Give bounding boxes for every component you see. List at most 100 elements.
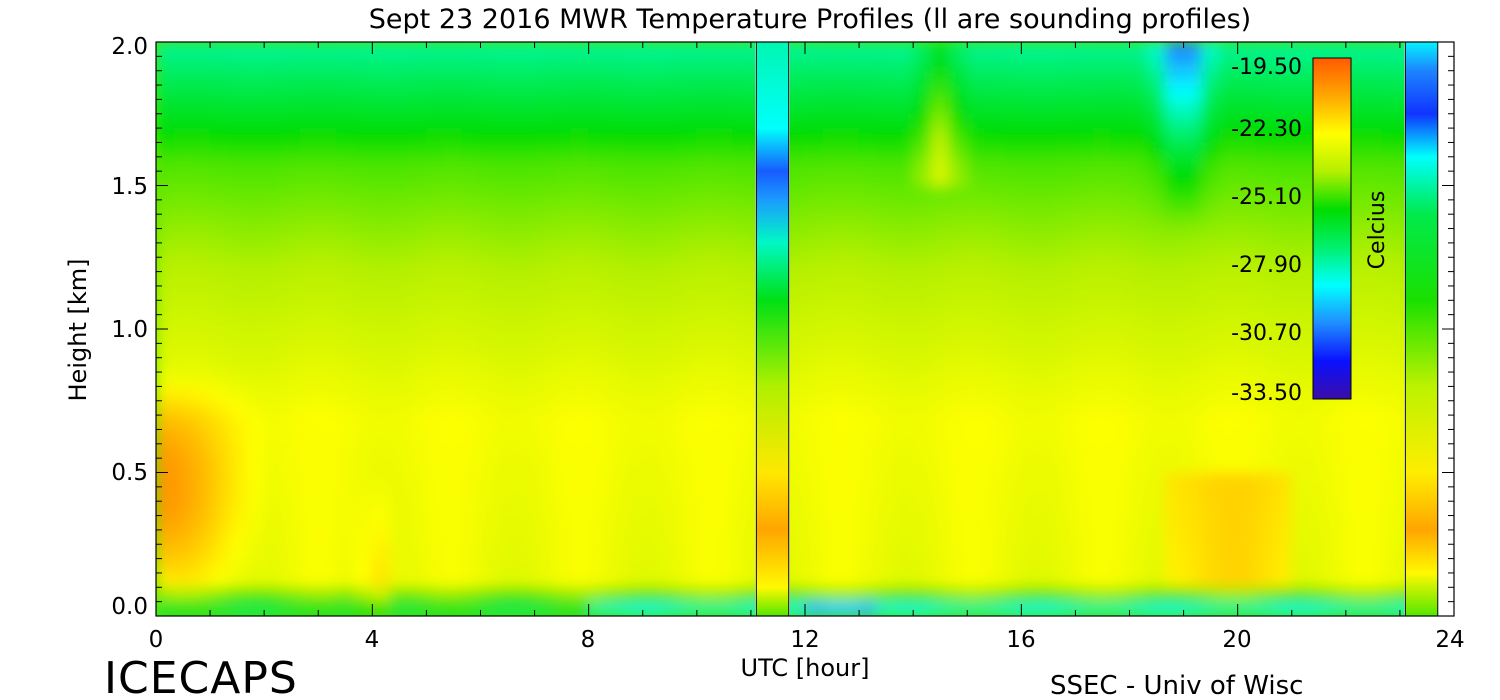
field-cell <box>1110 385 1130 402</box>
field-cell <box>1165 228 1185 244</box>
field-cell <box>894 400 914 416</box>
field-cell <box>498 213 518 230</box>
field-cell <box>516 299 536 316</box>
field-cell <box>858 472 878 488</box>
field-cell <box>1092 586 1112 603</box>
field-cell <box>191 242 211 258</box>
field-cell <box>1092 385 1112 402</box>
field-cell <box>209 185 229 201</box>
field-cell <box>552 256 572 273</box>
field-cell <box>876 400 896 416</box>
field-cell <box>678 500 698 517</box>
field-cell <box>1219 443 1239 459</box>
field-cell <box>516 256 536 273</box>
field-cell <box>1092 84 1112 100</box>
field-cell <box>822 400 842 416</box>
field-cell <box>966 529 986 545</box>
field-cell <box>263 228 283 244</box>
field-cell <box>678 428 698 445</box>
field-cell <box>858 285 878 301</box>
field-cell <box>1201 414 1221 430</box>
field-cell <box>191 357 211 373</box>
field-cell <box>480 299 500 316</box>
field-cell <box>227 500 247 517</box>
field-cell <box>984 328 1004 344</box>
field-cell <box>371 156 391 172</box>
field-cell <box>227 314 247 330</box>
field-cell <box>930 185 950 201</box>
field-cell <box>1201 543 1221 560</box>
field-cell <box>534 443 554 459</box>
field-cell <box>335 113 355 129</box>
field-cell <box>1381 70 1401 86</box>
field-cell <box>1165 529 1185 545</box>
field-cell <box>858 371 878 387</box>
field-cell <box>570 357 590 373</box>
field-cell <box>299 98 319 115</box>
field-cell <box>156 457 175 473</box>
colorbar: -19.50 -22.30 -25.10 -27.90 -30.70 -33.5… <box>1231 55 1390 406</box>
field-cell <box>299 457 319 473</box>
field-cell <box>822 385 842 402</box>
field-cell <box>281 70 301 86</box>
field-cell <box>1056 586 1076 603</box>
field-cell <box>1002 256 1022 273</box>
field-cell <box>1381 185 1401 201</box>
field-cell <box>1092 213 1112 230</box>
field-cell <box>678 371 698 387</box>
field-cell <box>714 127 734 143</box>
field-cell <box>1110 271 1130 287</box>
field-cell <box>714 185 734 201</box>
field-cell <box>1092 156 1112 172</box>
field-cell <box>1165 328 1185 344</box>
field-cell <box>1381 98 1401 115</box>
field-cell <box>786 357 806 373</box>
field-cell <box>984 428 1004 445</box>
field-cell <box>1309 572 1329 588</box>
field-cell <box>245 486 265 502</box>
field-cell <box>1345 586 1365 603</box>
field-cell <box>227 42 247 57</box>
field-cell <box>804 199 824 215</box>
field-cell <box>1129 113 1149 129</box>
field-cell <box>389 127 409 143</box>
field-cell <box>371 185 391 201</box>
field-cell <box>660 601 680 616</box>
field-cell <box>191 42 211 57</box>
field-cell <box>876 328 896 344</box>
field-cell <box>858 141 878 158</box>
field-cell <box>570 256 590 273</box>
field-cell <box>1255 156 1275 172</box>
field-cell <box>930 299 950 316</box>
field-cell <box>299 515 319 531</box>
colorbar-tick-label: -25.10 <box>1231 185 1302 210</box>
field-cell <box>1201 385 1221 402</box>
field-cell <box>876 558 896 574</box>
field-cell <box>1038 414 1058 430</box>
field-cell <box>1363 472 1383 488</box>
x-axis-label: UTC [hour] <box>741 654 870 682</box>
field-cell <box>1291 428 1311 445</box>
field-cell <box>1038 185 1058 201</box>
field-cell <box>1345 414 1365 430</box>
field-cell <box>389 486 409 502</box>
field-cell <box>696 314 716 330</box>
field-cell <box>696 55 716 72</box>
field-cell <box>696 42 716 57</box>
field-cell <box>498 572 518 588</box>
field-cell <box>443 500 463 517</box>
field-cell <box>209 213 229 230</box>
field-cell <box>732 357 752 373</box>
field-cell <box>263 486 283 502</box>
field-cell <box>1165 428 1185 445</box>
field-cell <box>1237 486 1257 502</box>
field-cell <box>894 42 914 57</box>
field-cell <box>191 285 211 301</box>
field-cell <box>1399 299 1406 316</box>
field-cell <box>281 486 301 502</box>
field-cell <box>156 256 175 273</box>
field-cell <box>1327 500 1347 517</box>
field-cell <box>227 55 247 72</box>
field-cell <box>335 170 355 186</box>
field-cell <box>1056 457 1076 473</box>
